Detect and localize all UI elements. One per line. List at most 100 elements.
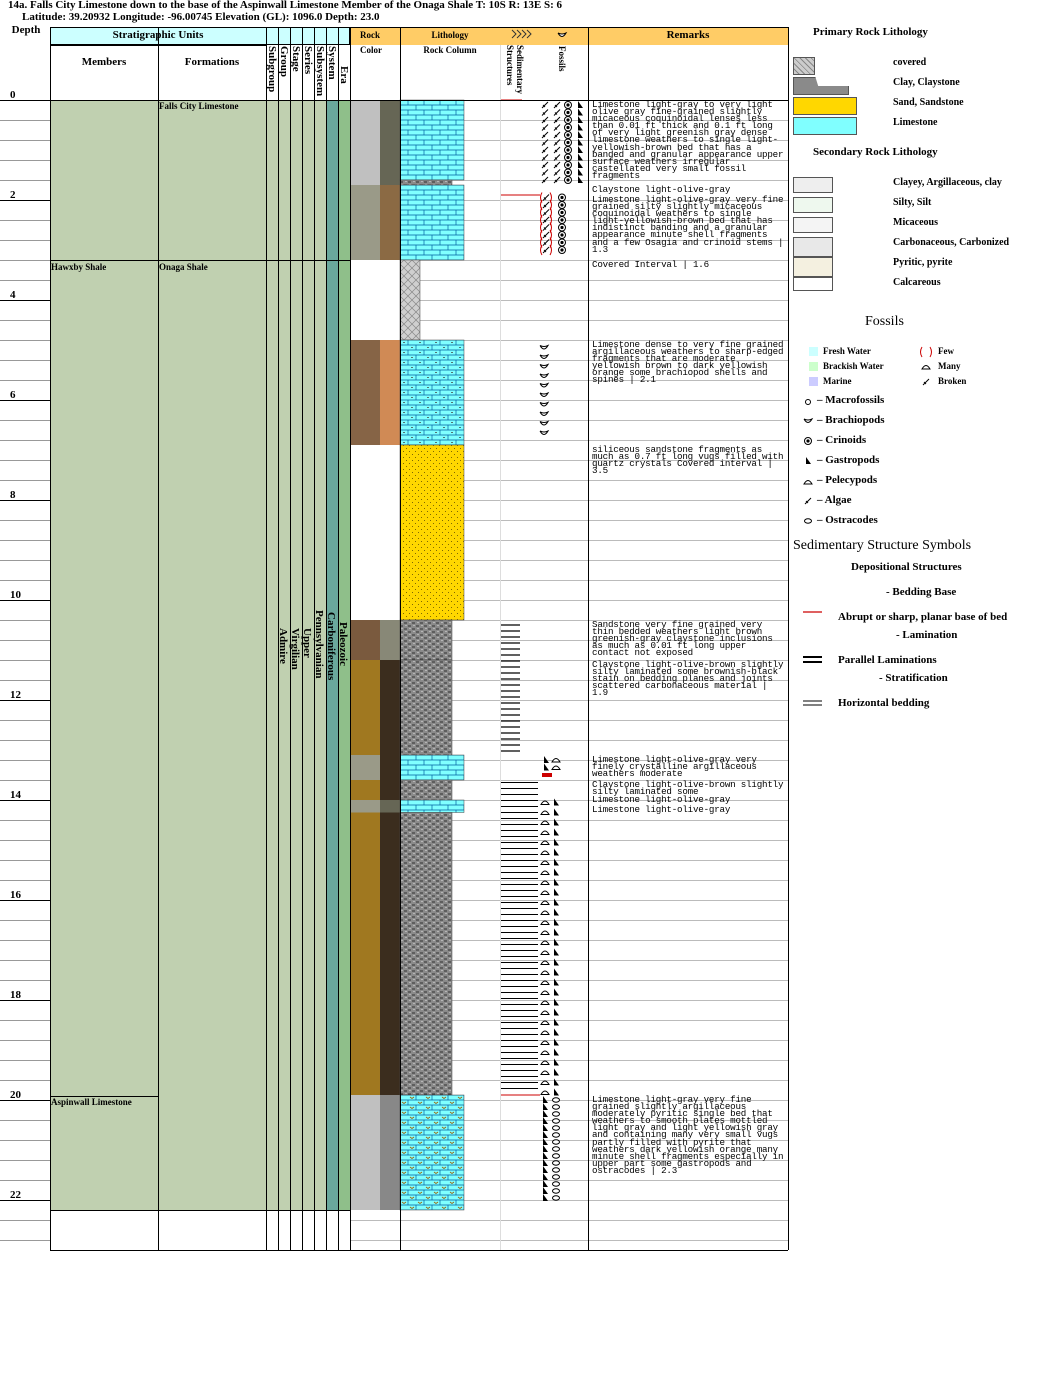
algae-symbol — [553, 146, 561, 154]
algae-symbol — [553, 154, 561, 161]
remark-entry: Sandstone very fine grained very thin be… — [592, 619, 778, 659]
legend-clayey-label: Clayey, Argillaceous, clay — [893, 177, 1002, 188]
gastropod-symbol — [554, 858, 559, 866]
gastropod-symbol — [554, 978, 559, 986]
pelecypod-symbol — [540, 910, 550, 915]
depth-label: 12 — [10, 689, 21, 701]
legend-primary-title: Primary Rock Lithology — [813, 26, 928, 38]
era-column-fill — [338, 100, 350, 1210]
algae-symbol — [541, 139, 549, 146]
rock-color-bar — [351, 340, 380, 445]
algae-symbol — [541, 154, 549, 161]
pelecypod-symbol — [540, 1050, 550, 1055]
crinoid-symbol — [806, 439, 810, 443]
rock-color-bar — [380, 100, 400, 180]
pelecypod-symbol — [540, 800, 550, 805]
gastropod-symbol — [554, 1008, 559, 1016]
legend-pelecypods-label: – Pelecypods — [817, 474, 878, 486]
pelecypod-symbol — [540, 880, 550, 885]
gastropod-symbol — [543, 1103, 548, 1110]
algae-symbol — [542, 231, 550, 239]
gastropod-symbol — [554, 998, 559, 1006]
algae-symbol — [541, 176, 549, 184]
macrofossil-symbol — [805, 399, 811, 405]
legend-pyritic-swatch — [793, 257, 833, 277]
stage-virgilian: Virgilian — [289, 628, 301, 670]
legend-calcareous-label: Calcareous — [893, 277, 941, 288]
gastropod-symbol — [543, 1138, 548, 1145]
legend-sed-title: Sedimentary Structure Symbols — [793, 538, 972, 553]
depth-label: 4 — [10, 289, 16, 301]
gastropod-symbol — [543, 1145, 548, 1152]
depth-label: 6 — [10, 389, 16, 401]
rock-color-bar — [351, 100, 380, 180]
ostracode-symbol — [552, 1118, 560, 1124]
algae-symbol — [553, 169, 561, 176]
lithology-clay — [399, 659, 453, 756]
lithology-limestone — [399, 339, 465, 446]
remark-entry: Limestone light-olive-gray very finely c… — [592, 754, 763, 780]
gastropod-symbol — [554, 808, 559, 816]
remark-entry: Limestone light-olive-gray very fine gra… — [592, 194, 789, 255]
log-title: 14a. Falls City Limestone down to the ba… — [8, 0, 562, 11]
rank-column-fill — [266, 100, 326, 1210]
crinoid-symbol — [566, 110, 570, 115]
gastropod-symbol — [578, 108, 583, 116]
series-header: Series — [302, 46, 314, 75]
ostracode-symbol — [552, 1153, 560, 1159]
members-header: Members — [81, 56, 127, 68]
ostracode-symbol — [552, 1146, 560, 1152]
depth-label: 22 — [10, 1189, 21, 1201]
pelecypod-symbol — [540, 860, 550, 865]
crinoid-symbol — [560, 248, 564, 252]
legend-horizontal-label: Horizontal bedding — [838, 697, 930, 709]
ostracode-symbol — [552, 1097, 560, 1103]
brachiopod-symbol — [539, 382, 550, 388]
algae-symbol — [541, 124, 549, 131]
depth-label: 2 — [10, 189, 16, 201]
legend-stratification-label: - Stratification — [879, 672, 948, 684]
algae-symbol — [542, 246, 550, 254]
lithology-sand — [399, 444, 465, 621]
algae-symbol — [541, 109, 549, 116]
ostracode-symbol — [552, 1111, 560, 1117]
few-symbol — [542, 773, 552, 777]
crinoid-symbol — [560, 195, 564, 200]
crinoid-symbol — [566, 178, 570, 182]
rock-color-bar — [380, 340, 400, 445]
subgroup-header: Subgroup — [266, 46, 278, 93]
rock-color-bar — [380, 800, 400, 813]
rock-color-bar — [351, 800, 380, 813]
gastropod-symbol — [543, 1131, 548, 1138]
brachiopod-symbol — [539, 363, 550, 369]
gastropod-symbol — [578, 146, 583, 153]
gastropod-symbol — [543, 1124, 548, 1131]
color-header: Color — [360, 45, 382, 55]
legend-clay-label: Clay, Claystone — [893, 77, 960, 88]
remarks-header: Remarks — [666, 29, 710, 41]
gastropod-symbol — [543, 1166, 548, 1173]
pelecypod-symbol — [540, 810, 550, 815]
crinoid-symbol — [566, 103, 570, 107]
algae-symbol — [553, 116, 561, 124]
legend-abrupt-label: Abrupt or sharp, planar base of bed — [838, 611, 1008, 623]
log-location: Latitude: 39.20932 Longitude: -96.00745 … — [22, 11, 380, 23]
rock-color-bar — [380, 780, 400, 800]
legend-limestone-label: Limestone — [893, 117, 938, 128]
subsystem-header: Subsystem — [314, 46, 326, 97]
legend-freshwater-swatch — [809, 347, 818, 356]
legend-freshwater-label: Fresh Water — [823, 346, 871, 356]
formation-falls-city: Falls City Limestone — [159, 101, 239, 111]
gastropod-symbol — [554, 888, 559, 896]
pelecypod-symbol — [803, 480, 813, 485]
lithology-covered — [399, 259, 421, 341]
ostracode-symbol — [804, 518, 812, 524]
legend-gastropods-label: – Gastropods — [817, 454, 880, 466]
brachiopod-symbol — [539, 372, 550, 378]
pelecypod-symbol — [540, 1090, 550, 1095]
gastropod-symbol — [554, 838, 559, 846]
pelecypod-symbol — [540, 830, 550, 835]
lithology-limestone — [399, 799, 465, 813]
algae-symbol — [553, 176, 561, 184]
lithology-clay — [399, 779, 453, 801]
